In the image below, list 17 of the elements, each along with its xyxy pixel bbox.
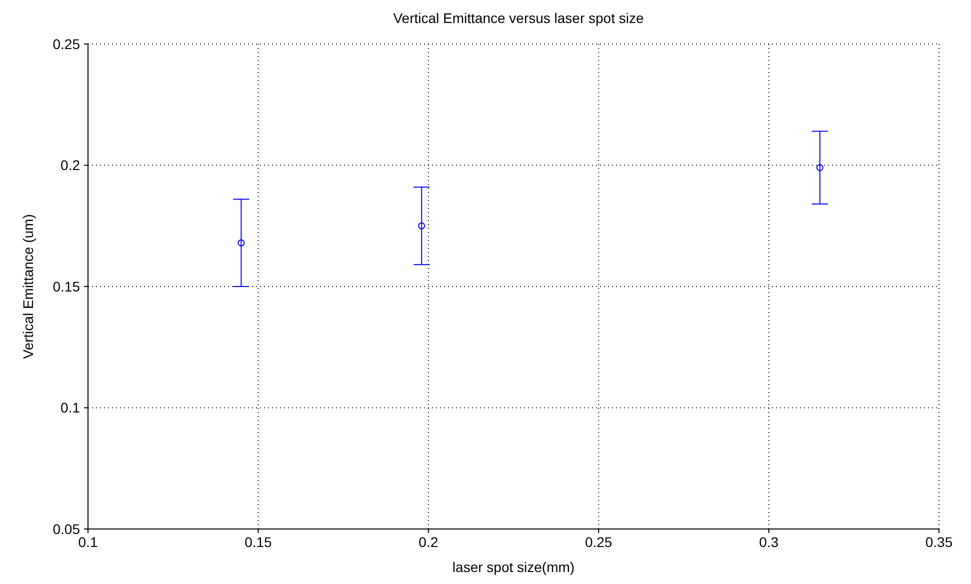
- point: [238, 239, 245, 246]
- x-tick-label: 0.1: [78, 534, 98, 550]
- x-tick-label: 0.15: [244, 534, 272, 550]
- point: [418, 222, 426, 230]
- y-tick-label: 0.15: [52, 278, 80, 294]
- x-tick-label: 0.25: [584, 534, 612, 550]
- x-axis-title: laser spot size(mm): [452, 559, 575, 575]
- x-tick-label: 0.2: [418, 534, 438, 550]
- y-axis-title: Vertical Emittance (um): [20, 214, 36, 359]
- x-tick-label: 0.35: [925, 534, 953, 550]
- y-tick-label: 0.1: [60, 400, 80, 416]
- y-tick-label: 0.25: [52, 36, 80, 52]
- x-tick-label: 0.3: [759, 534, 779, 550]
- y-tick-label: 0.2: [60, 157, 80, 174]
- chart-title: Vertical Emittance versus laser spot size: [392, 10, 645, 26]
- point: [816, 164, 824, 172]
- y-tick-label: 0.05: [52, 520, 80, 537]
